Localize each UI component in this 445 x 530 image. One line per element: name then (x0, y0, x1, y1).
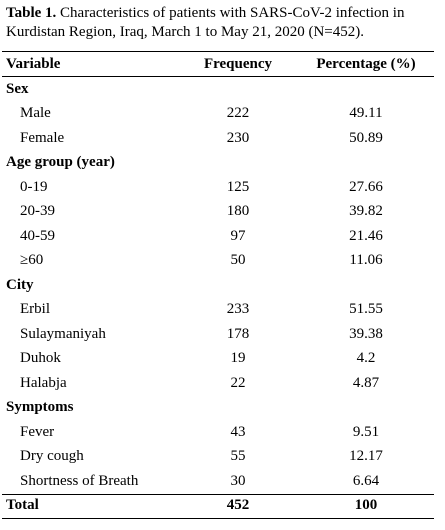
table-caption-label: Table 1. (6, 5, 57, 21)
row-label: 20-39 (20, 203, 55, 219)
section-title: Symptoms (6, 399, 74, 415)
total-percentage: 100 (354, 497, 378, 513)
section-title-row: Age group (year) (0, 150, 440, 175)
row-frequency: 233 (226, 301, 250, 317)
row-frequency: 43 (230, 423, 246, 440)
row-percentage: 50.89 (349, 129, 383, 146)
table-total-rule (2, 494, 434, 495)
row-label: Dry cough (20, 448, 84, 464)
row-percentage: 12.17 (349, 448, 383, 464)
table-caption: Table 1. Characteristics of patients wit… (6, 4, 442, 42)
table-header-rule (2, 76, 434, 77)
row-label: Sulaymaniyah (20, 325, 106, 342)
section-title: City (6, 276, 34, 293)
table-row: Erbil 233 51.55 (0, 297, 440, 322)
row-label: Halabja (20, 374, 67, 391)
table-caption-text: Characteristics of patients with SARS-Co… (6, 5, 405, 40)
row-label: Erbil (20, 301, 50, 317)
section-title-row: Sex (0, 77, 440, 102)
total-label: Total (6, 497, 39, 513)
row-percentage: 39.82 (349, 203, 383, 219)
table-header-row: Variable Frequency Percentage (%) (0, 52, 440, 77)
row-label: Male (20, 105, 51, 121)
row-frequency: 22 (230, 374, 246, 391)
row-label: ≥60 (20, 252, 44, 268)
table-row: Sulaymaniyah 178 39.38 (0, 322, 440, 347)
row-percentage: 6.64 (352, 472, 380, 489)
row-percentage: 39.38 (349, 325, 383, 342)
row-label: 0-19 (20, 178, 48, 195)
row-label: Shortness of Breath (20, 472, 139, 489)
table-row: Dry cough 55 12.17 (0, 444, 440, 469)
total-frequency: 452 (226, 497, 250, 513)
table-row: Shortness of Breath 30 6.64 (0, 469, 440, 494)
section-title: Age group (year) (6, 154, 115, 170)
row-label: Female (20, 129, 65, 146)
row-percentage: 49.11 (349, 105, 383, 121)
section-title-row: City (0, 273, 440, 298)
row-frequency: 30 (230, 472, 246, 489)
total-row: Total 452 100 (0, 493, 440, 518)
row-label: Duhok (20, 350, 61, 366)
table-row: Duhok 19 4.2 (0, 346, 440, 371)
header-frequency: Frequency (203, 56, 273, 72)
row-frequency: 222 (226, 105, 250, 121)
table-row: Halabja 22 4.87 (0, 371, 440, 396)
row-percentage: 51.55 (349, 301, 383, 317)
row-percentage: 11.06 (349, 252, 383, 268)
table-row: Fever 43 9.51 (0, 420, 440, 445)
row-frequency: 180 (226, 203, 250, 219)
header-variable: Variable (6, 56, 61, 72)
table-row: 20-39 180 39.82 (0, 199, 440, 224)
row-frequency: 19 (230, 350, 246, 366)
row-percentage: 9.51 (352, 423, 380, 440)
section-title: Sex (6, 80, 29, 97)
row-frequency: 97 (230, 227, 246, 244)
row-percentage: 27.66 (349, 178, 383, 195)
table-row: Male 222 49.11 (0, 101, 440, 126)
table-row: ≥60 50 11.06 (0, 248, 440, 273)
row-frequency: 55 (230, 448, 246, 464)
row-frequency: 230 (226, 129, 250, 146)
table-row: Female 230 50.89 (0, 126, 440, 151)
table-bottom-rule (2, 518, 434, 519)
row-frequency: 50 (230, 252, 246, 268)
row-percentage: 21.46 (349, 227, 383, 244)
row-label: 40-59 (20, 227, 55, 244)
section-title-row: Symptoms (0, 395, 440, 420)
table-row: 0-19 125 27.66 (0, 175, 440, 200)
row-label: Fever (20, 423, 55, 440)
row-frequency: 125 (226, 178, 250, 195)
characteristics-table: Variable Frequency Percentage (%) Sex Ma… (0, 52, 440, 518)
row-frequency: 178 (226, 325, 250, 342)
row-percentage: 4.2 (356, 350, 376, 366)
header-percentage: Percentage (%) (316, 56, 416, 72)
table-row: 40-59 97 21.46 (0, 224, 440, 249)
row-percentage: 4.87 (352, 374, 380, 391)
table-top-rule (2, 51, 434, 52)
